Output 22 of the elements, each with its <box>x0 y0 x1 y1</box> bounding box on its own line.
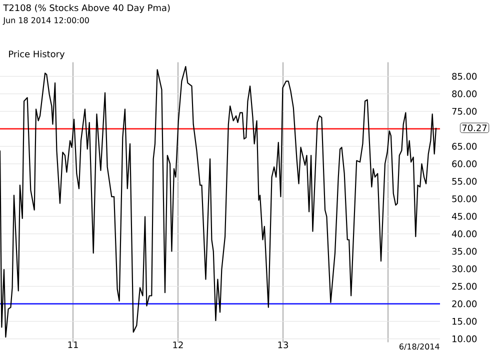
y-tick-label: 75.00 <box>452 108 477 115</box>
y-tick-label: 10.00 <box>452 335 477 342</box>
line-series <box>0 66 437 338</box>
y-tick-label: 85.00 <box>452 72 477 80</box>
y-tick-label: 65.00 <box>452 142 477 150</box>
annotation: 70.27 <box>462 124 487 132</box>
chart-title: T2108 (% Stocks Above 40 Day Pma) <box>3 4 170 13</box>
y-tick-label: 20.00 <box>452 300 477 308</box>
y-tick-label: 80.00 <box>452 90 477 98</box>
x-tick-label: 13 <box>278 341 288 348</box>
y-tick-label: 35.00 <box>452 248 477 255</box>
y-tick-label: 45.00 <box>452 212 477 220</box>
y-tick-label: 50.00 <box>452 195 477 202</box>
y-tick-label: 25.00 <box>452 282 477 290</box>
x-tick-label: 11 <box>68 342 78 348</box>
x-tick-label: 12 <box>173 341 183 348</box>
y-tick-label: 60.00 <box>452 160 477 168</box>
y-tick-label: 30.00 <box>452 265 477 272</box>
y-tick-label: 55.00 <box>452 178 477 185</box>
y-tick-label: 15.00 <box>452 318 477 325</box>
y-tick-label: 40.00 <box>452 230 477 238</box>
text: Price History <box>9 50 65 60</box>
